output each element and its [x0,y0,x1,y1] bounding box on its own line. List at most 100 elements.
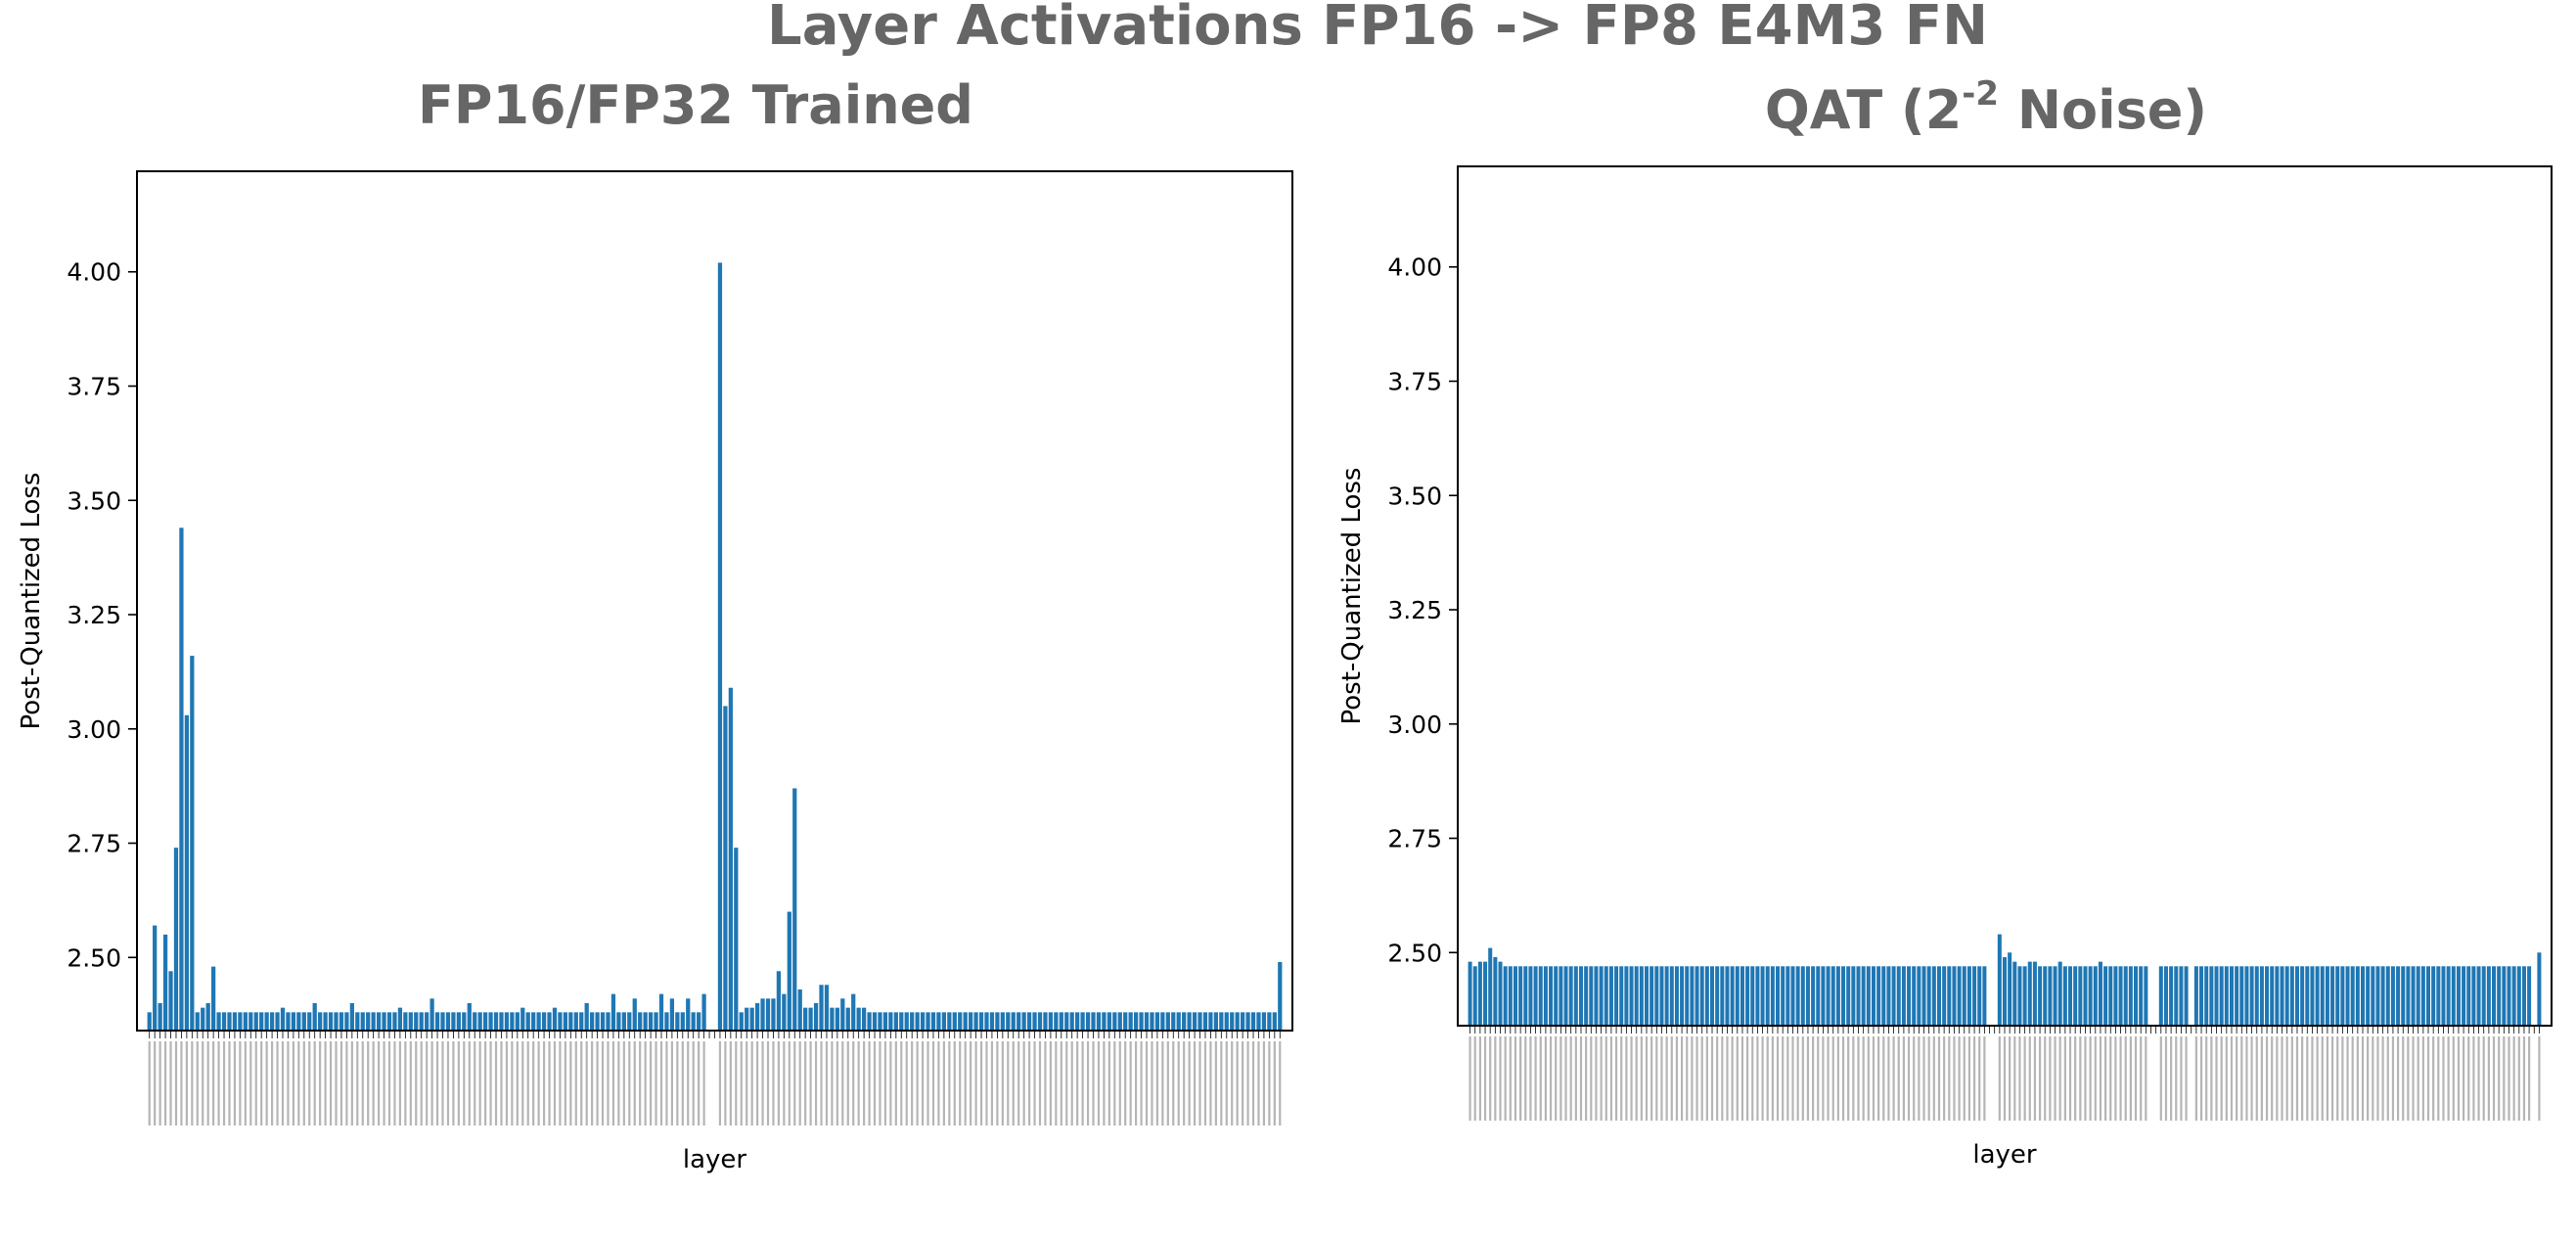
left-xtick-label [372,1041,375,1126]
left-xtick-label [1151,1041,1153,1126]
right-xtick-label [2068,1036,2072,1121]
right-xtick-label [2245,1036,2248,1121]
right-bar [2043,966,2048,1026]
right-ytick-label: 4.00 [1387,253,1442,282]
left-xtick-label [740,1041,743,1126]
left-xtick-label [916,1041,919,1126]
right-bar [2027,961,2032,1026]
right-bar [1912,966,1917,1026]
left-bar [610,993,616,1031]
left-bar [162,934,168,1031]
left-xtick-label [761,1041,764,1126]
right-bar [2350,966,2355,1026]
left-bar [627,1012,632,1031]
right-bar [1715,966,1720,1026]
left-bar [872,1012,878,1031]
left-bar [264,1012,269,1031]
left-bar [1133,1012,1139,1031]
left-bar [669,998,675,1031]
right-bar [2325,966,2329,1026]
right-bar [1513,966,1517,1026]
left-xtick-label [335,1041,338,1126]
right-bar [1654,966,1659,1026]
right-bar [1538,966,1543,1026]
right-bar [1861,966,1866,1026]
left-xtick-label [665,1041,668,1126]
left-xtick-label [879,1041,881,1126]
right-bar [1755,966,1760,1026]
right-xtick-label [1836,1036,1839,1121]
left-xtick-label [1070,1041,1073,1126]
right-xtick-label [2114,1036,2117,1121]
right-xtick-label [1579,1036,1583,1121]
left-xtick-label [1172,1041,1175,1126]
right-xtick-label [1958,1036,1961,1121]
left-xtick-label [1177,1041,1180,1126]
right-xtick-label [1872,1036,1876,1121]
right-xtick-label [2164,1036,2168,1121]
right-xtick-label [1776,1036,1780,1121]
right-xtick-label [1473,1036,1476,1121]
left-ytick-label: 2.50 [67,943,121,972]
left-bar [238,1012,243,1031]
right-bar [1947,966,1952,1026]
right-xtick-label [1680,1036,1684,1121]
left-bar [749,1007,754,1031]
left-bar [286,1012,291,1031]
left-xtick-label [249,1041,252,1126]
left-xtick-label [655,1041,657,1126]
right-bar [2032,961,2037,1026]
right-xtick-label [2089,1036,2092,1121]
left-xtick-label [484,1041,487,1126]
right-xtick-label [1782,1036,1785,1121]
right-xtick-label [2063,1036,2066,1121]
left-bar [515,1012,520,1031]
right-xtick-label [1509,1036,1512,1121]
left-bar [739,1012,744,1031]
left-bar [1054,1012,1059,1031]
right-xtick-label [2124,1036,2127,1121]
right-xtick-label [1887,1036,1890,1121]
right-bar [1876,966,1881,1026]
right-bar [1533,966,1538,1026]
left-xtick-label [1214,1041,1217,1126]
right-bar [2320,966,2325,1026]
left-y-axis-label: Post-Quantized Loss [17,473,46,730]
left-bar [856,1007,861,1031]
right-xtick-label [2457,1036,2461,1121]
right-bar [2229,966,2234,1026]
right-xtick-label [2255,1036,2258,1121]
right-xtick-label [2038,1036,2042,1121]
left-bar [658,993,664,1031]
left-xtick-label [1118,1041,1121,1126]
left-xtick-label [457,1041,460,1126]
left-xtick-label [1012,1041,1015,1126]
left-xtick-label [836,1041,838,1126]
left-bar [819,985,824,1031]
right-xtick-label [1559,1036,1562,1121]
left-bar [638,1012,643,1031]
right-bar [2083,966,2088,1026]
right-xtick-label [2054,1036,2056,1121]
right-xtick-label [1574,1036,1577,1121]
left-bar [926,1012,930,1031]
left-xtick-label [276,1041,279,1126]
left-xtick-label [468,1041,471,1126]
right-xtick-label [1489,1036,1492,1121]
left-bar [445,1012,451,1031]
right-bar [2158,966,2163,1026]
right-bar [1835,966,1840,1026]
left-xtick-label [367,1041,370,1126]
left-bar [541,1012,547,1031]
left-bar [1128,1012,1133,1031]
left-xtick-label [681,1041,684,1126]
right-bar [2139,966,2144,1026]
right-xtick-label [1937,1036,1941,1121]
right-bar [2184,966,2189,1026]
left-xtick-label [163,1041,167,1126]
right-xtick-label [2099,1036,2102,1121]
right-bar [1549,966,1554,1026]
right-bar [2219,966,2224,1026]
right-xtick-label [1862,1036,1865,1121]
right-bar [2294,966,2299,1026]
